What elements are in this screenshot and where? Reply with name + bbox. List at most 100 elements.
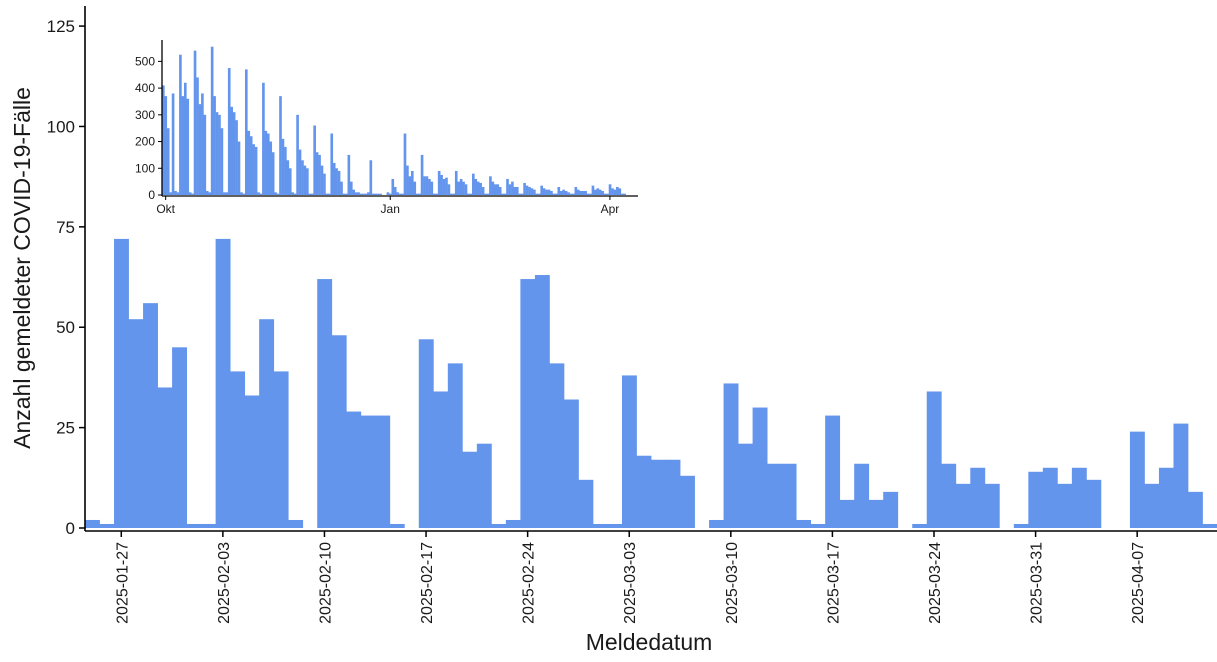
inset-bar — [162, 85, 165, 195]
inset-bar — [533, 189, 536, 195]
bar — [854, 463, 870, 528]
inset-bar — [555, 193, 558, 195]
inset-bar — [618, 188, 622, 195]
inset-bar — [459, 178, 463, 195]
bar — [549, 363, 565, 528]
main-x-ticks-group: 2025-01-27 2025-02-03 2025-02-10 2025-02-17… — [114, 531, 1147, 624]
inset-bar — [240, 192, 243, 195]
bar — [680, 475, 695, 528]
x-tick-label: 2025-02-24 — [521, 542, 538, 624]
bar — [651, 459, 666, 528]
bar — [636, 455, 652, 528]
inset-y-tick-label: 100 — [135, 161, 155, 175]
inset-bar — [318, 154, 321, 195]
bar — [578, 479, 594, 528]
y-tick-label: 50 — [56, 318, 75, 337]
inset-bar — [264, 130, 268, 195]
inset-bar — [291, 192, 295, 195]
inset-bar — [306, 168, 309, 195]
inset-bar — [491, 181, 495, 195]
inset-bar — [584, 190, 587, 195]
inset-bar — [362, 193, 365, 195]
inset-bar — [464, 184, 468, 195]
y-tick-label: 75 — [56, 218, 75, 237]
bar — [752, 407, 768, 528]
inset-bar — [435, 193, 439, 195]
inset-bar — [313, 125, 316, 195]
inset-bar — [276, 193, 280, 195]
bar — [433, 391, 449, 528]
inset-bar — [376, 193, 380, 195]
inset-bar — [508, 184, 512, 195]
inset-bar — [171, 93, 175, 195]
x-tick-label: 2025-01-27 — [114, 542, 131, 624]
inset-bar — [281, 138, 285, 195]
bar — [1173, 423, 1189, 528]
inset-bar — [201, 93, 204, 195]
inset-bar — [430, 181, 434, 195]
bar — [331, 335, 347, 528]
inset-bar — [418, 193, 421, 195]
x-tick-label: 2025-03-17 — [825, 542, 842, 624]
inset-bar — [332, 162, 336, 195]
inset-bar — [523, 182, 526, 195]
inset-bar — [164, 96, 168, 195]
inset-bar — [594, 189, 597, 195]
inset-bar — [208, 192, 212, 195]
inset-bar — [493, 184, 497, 195]
inset-y-tick-label: 200 — [135, 135, 155, 149]
inset-bar — [601, 190, 605, 195]
bar — [491, 523, 507, 528]
inset-bar — [415, 193, 419, 195]
inset-bar — [327, 193, 331, 195]
inset-bar — [486, 193, 490, 195]
inset-x-ticks-group: Okt Jan Apr — [156, 196, 619, 216]
bar — [375, 415, 391, 528]
inset-bar — [367, 192, 370, 195]
inset-bar — [169, 192, 172, 195]
bar — [563, 399, 579, 528]
inset-bar — [586, 193, 590, 195]
inset-bar — [398, 193, 402, 195]
inset-bar — [613, 189, 617, 195]
main-y-ticks-group: 0 25 50 75 100 125 — [47, 17, 85, 538]
inset-bar — [501, 193, 504, 195]
bar — [738, 443, 753, 528]
inset-bar — [445, 177, 448, 195]
bar — [1187, 491, 1203, 528]
bar — [941, 463, 957, 528]
inset-bar — [166, 128, 170, 195]
x-tick-label: 2025-02-10 — [318, 542, 335, 624]
inset-bar — [310, 193, 314, 195]
inset-y-tick-label: 500 — [135, 54, 155, 68]
inset-bar — [447, 184, 451, 195]
bar — [1158, 467, 1174, 528]
bar — [172, 347, 187, 528]
inset-bar — [227, 68, 231, 195]
inset-bar — [223, 192, 226, 195]
inset-bar — [542, 188, 546, 195]
bar — [505, 519, 521, 528]
inset-bar — [325, 193, 329, 195]
bar — [389, 523, 405, 528]
inset-bar — [203, 114, 207, 195]
bar — [1057, 483, 1073, 528]
inset-bar — [198, 104, 202, 195]
inset-bar — [315, 152, 319, 195]
bar — [607, 523, 623, 528]
bar — [984, 483, 1000, 528]
inset-bar — [196, 77, 199, 195]
inset-y-ticks-group: 0 100 200 300 400 500 — [135, 54, 162, 202]
inset-bar — [454, 170, 458, 195]
inset-x-tick-label: Apr — [601, 202, 620, 216]
inset-bar — [564, 190, 568, 195]
bar — [592, 523, 608, 528]
inset-bar — [191, 193, 194, 195]
inset-bar — [183, 82, 187, 195]
inset-bar — [213, 96, 216, 195]
inset-bar — [345, 193, 348, 195]
bar — [709, 519, 724, 528]
y-tick-label: 0 — [66, 519, 75, 538]
main-axes-group — [84, 6, 1217, 532]
